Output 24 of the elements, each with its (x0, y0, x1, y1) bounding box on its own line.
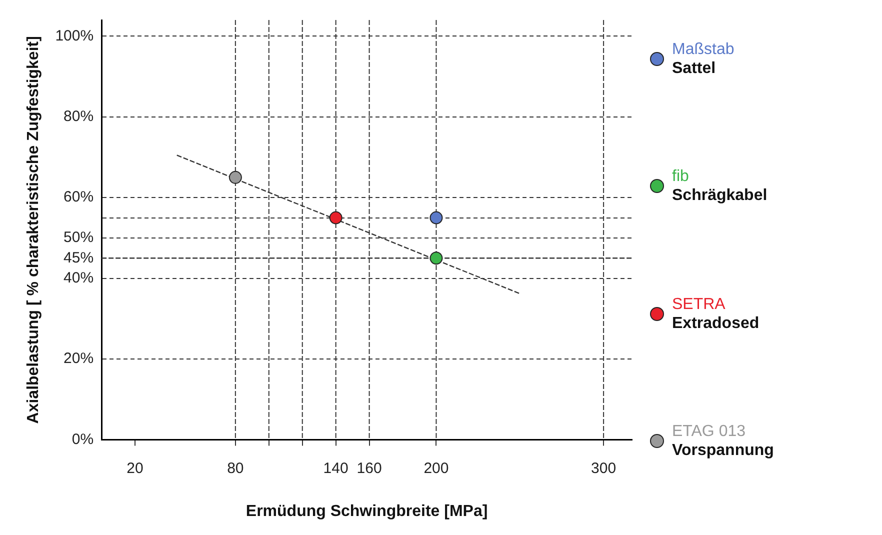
y-tick-label: 20% (64, 350, 94, 368)
x-tick-label: 160 (356, 460, 382, 477)
legend-label: ETAG 013 Vorspannung (672, 422, 774, 460)
y-tick-label: 0% (72, 430, 94, 448)
y-axis-title: Axialbelastung [ % charakteristische Zugfestigkeit] (25, 36, 42, 424)
x-axis-title: Ermüdung Schwingbreite [MPa] (246, 502, 488, 520)
y-tick-label: 45% (64, 249, 94, 266)
legend-label: SETRA Extradosed (672, 294, 760, 333)
point (329, 211, 342, 224)
x-tick-label: 140 (323, 460, 348, 477)
x-tick-label: 20 (126, 460, 144, 477)
legend-label: Maßstab Sattel (672, 40, 734, 78)
legend-label: fib Schrägkabel (672, 167, 768, 206)
y-tick-label: 100% (55, 27, 94, 44)
point (430, 252, 443, 265)
x-tick-label: 200 (424, 460, 449, 477)
y-tick-label: 60% (64, 188, 94, 206)
y-tick-label: 80% (64, 108, 94, 126)
y-tick-label: 50% (64, 229, 94, 246)
y-tick-label: 40% (64, 269, 94, 286)
x-tick-label: 80 (227, 460, 244, 477)
point (430, 211, 443, 224)
x-tick-label: 300 (591, 460, 616, 477)
point (228, 170, 242, 184)
